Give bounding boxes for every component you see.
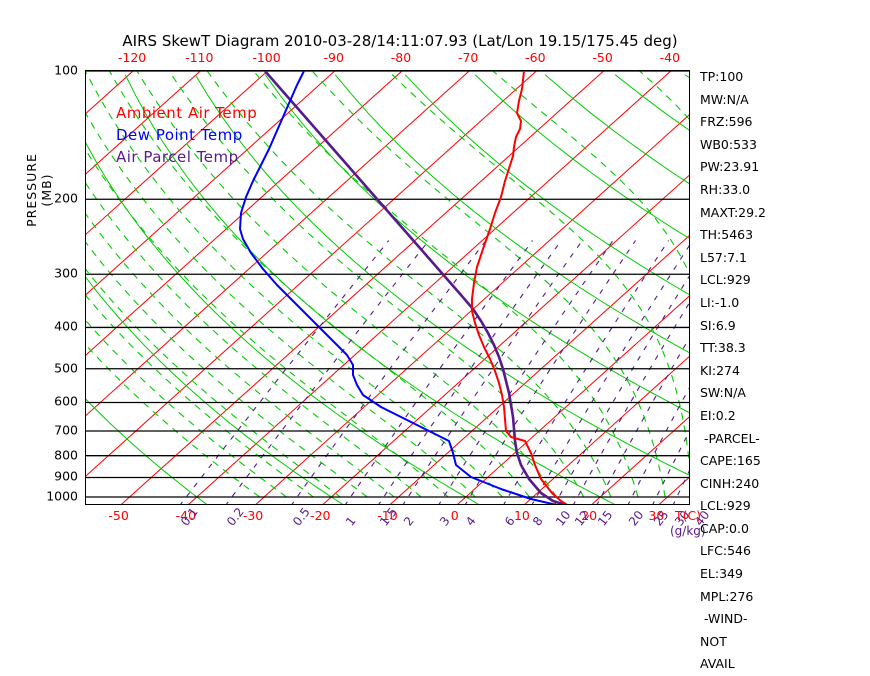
top-temp-tick: -90 <box>323 50 344 65</box>
stats-row: KI:274 <box>700 362 740 378</box>
pressure-tick: 900 <box>54 468 78 484</box>
stats-row: NOT <box>700 633 727 649</box>
stats-row: CINH:240 <box>700 475 760 491</box>
stats-row: PW:23.91 <box>700 159 760 175</box>
stats-row: TP:100 <box>700 69 744 84</box>
bottom-temp-tick: 10 <box>513 508 530 523</box>
pressure-tick: 600 <box>54 393 78 409</box>
top-temp-tick: -70 <box>457 50 479 65</box>
stats-section-header: -PARCEL- <box>704 430 760 446</box>
bottom-temp-tick: 30 <box>648 508 665 523</box>
stats-row: FRZ:596 <box>700 114 753 130</box>
stats-row: CAP:0.0 <box>700 520 749 536</box>
stats-row: WB0:533 <box>700 136 757 152</box>
mixing-ratio-axis-label: (g/kg) <box>670 524 706 538</box>
sounding-statistics-panel: TP:100 MW:N/A FRZ:596 WB0:533 PW:23.91 RH:33.… <box>700 66 868 676</box>
skewt-plot-area[interactable]: Ambient Air Temp Dew Point Temp Air Parc… <box>85 70 690 505</box>
stats-row: LCL:929 <box>700 498 751 514</box>
bottom-temp-tick: -40 <box>175 508 197 523</box>
ambient-air-temp-curve <box>471 71 568 504</box>
stats-row: MW:N/A <box>700 91 749 107</box>
top-temp-tick: -110 <box>185 50 214 65</box>
stats-row: SI:6.9 <box>700 317 736 333</box>
bottom-temp-tick: -50 <box>108 508 129 523</box>
legend-dew-point-temp: Dew Point Temp <box>116 126 243 144</box>
stats-row: TH:5463 <box>700 227 754 243</box>
stats-row: LCL:929 <box>700 272 751 288</box>
top-temp-tick: -120 <box>117 50 147 65</box>
dew-point-temp-curve <box>239 71 557 504</box>
bottom-temp-tick: -10 <box>377 508 398 523</box>
mixing-ratio-tick: 1 <box>343 513 360 529</box>
stats-row: RH:33.0 <box>700 181 751 197</box>
stats-row: LFC:546 <box>700 543 751 559</box>
temperature-axis-label: T(C) <box>674 508 702 523</box>
stats-row: EL:349 <box>700 566 743 582</box>
stats-row: AVAIL <box>700 656 735 672</box>
mixing-ratio-tick: 10 <box>552 507 574 529</box>
isobar-lines <box>86 71 689 498</box>
stats-row: L57:7.1 <box>700 249 747 265</box>
pressure-tick: 400 <box>54 318 78 334</box>
pressure-tick: 700 <box>54 422 78 438</box>
skewt-canvas <box>86 71 689 504</box>
bottom-temp-tick: -20 <box>310 508 331 523</box>
legend-ambient-air-temp: Ambient Air Temp <box>116 104 258 122</box>
pressure-tick: 100 <box>54 62 78 78</box>
legend-air-parcel-temp: Air Parcel Temp <box>116 148 239 166</box>
bottom-temp-tick: 20 <box>581 508 598 523</box>
mixing-ratio-tick: 8 <box>530 513 547 529</box>
pressure-axis-label: PRESSURE (MB) <box>24 153 54 227</box>
top-temp-tick: -60 <box>525 50 546 65</box>
mixing-ratio-tick: 4 <box>463 513 480 529</box>
pressure-tick: 200 <box>54 190 78 206</box>
moist-adiabat-lines <box>86 71 689 498</box>
pressure-tick: 500 <box>54 360 78 376</box>
pressure-tick: 800 <box>54 447 78 463</box>
top-temp-tick: -40 <box>659 50 681 65</box>
top-temp-tick: -50 <box>592 50 613 65</box>
stats-row: SW:N/A <box>700 385 746 401</box>
bottom-temp-tick: 0 <box>450 508 459 523</box>
pressure-tick: 300 <box>54 265 78 281</box>
stats-row: MAXT:29.2 <box>700 204 766 220</box>
stats-row: CAPE:165 <box>700 453 761 469</box>
mixing-ratio-tick: 20 <box>626 507 647 529</box>
mixing-ratio-tick: 15 <box>595 507 616 529</box>
top-temp-tick: -100 <box>252 50 281 65</box>
top-temp-tick: -80 <box>390 50 412 65</box>
stats-row: TT:38.3 <box>700 340 746 356</box>
page-title: AIRS SkewT Diagram 2010-03-28/14:11:07.9… <box>122 32 678 50</box>
air-parcel-temp-curve <box>263 71 567 504</box>
bottom-temp-tick: -30 <box>242 508 264 523</box>
stats-row: LI:-1.0 <box>700 294 740 310</box>
mixing-ratio-lines <box>180 240 689 504</box>
mixing-ratio-tick: 2 <box>401 513 417 529</box>
stats-row: EI:0.2 <box>700 407 736 423</box>
skewt-diagram-page: AIRS SkewT Diagram 2010-03-28/14:11:07.9… <box>24 32 766 671</box>
pressure-tick: 1000 <box>46 488 78 504</box>
stats-row: MPL:276 <box>700 588 754 604</box>
stats-section-header: -WIND- <box>704 611 748 627</box>
